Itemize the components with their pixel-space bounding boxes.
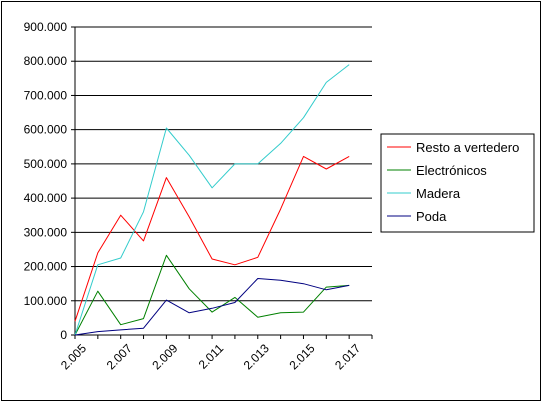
series-line — [74, 254, 350, 336]
series-line — [74, 64, 350, 336]
y-tick-label: 500.000 — [24, 157, 68, 171]
x-tick-label: 2.011 — [196, 341, 227, 372]
x-tick-label: 2.015 — [286, 341, 317, 372]
y-tick-label: 600.000 — [24, 123, 68, 137]
x-tick-label: 2.013 — [241, 341, 272, 372]
legend-label: Electrónicos — [416, 163, 487, 178]
legend-label: Poda — [416, 209, 447, 224]
y-tick-label: 700.000 — [24, 88, 68, 102]
x-tick-label: 2.007 — [104, 341, 135, 372]
y-tick-label: 200.000 — [24, 260, 68, 274]
y-tick-label: 0 — [60, 328, 67, 342]
legend-label: Resto a vertedero — [416, 140, 519, 155]
series-line — [74, 155, 350, 322]
x-tick-label: 2.005 — [58, 341, 89, 372]
y-tick-label: 300.000 — [24, 225, 68, 239]
y-tick-label: 900.000 — [24, 20, 68, 34]
series-line — [74, 278, 350, 336]
y-tick-label: 400.000 — [24, 191, 68, 205]
x-tick-label: 2.017 — [332, 341, 363, 372]
y-tick-label: 800.000 — [24, 54, 68, 68]
y-tick-label: 100.000 — [24, 294, 68, 308]
legend-label: Madera — [416, 186, 461, 201]
x-tick-label: 2.009 — [149, 341, 180, 372]
